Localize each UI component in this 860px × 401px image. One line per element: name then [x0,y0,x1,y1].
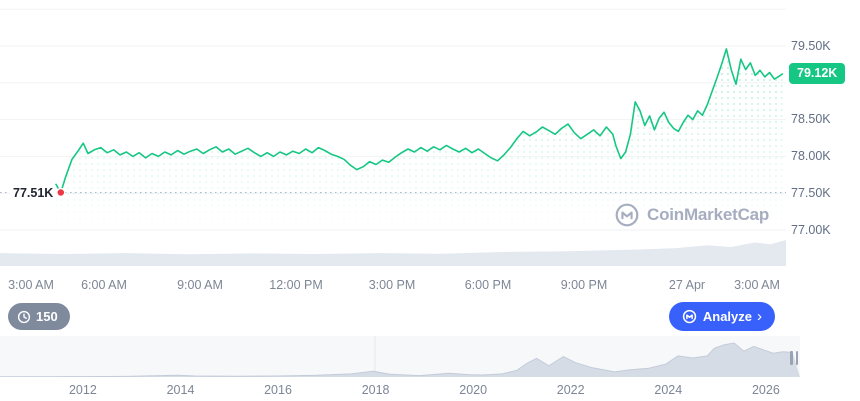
navigator-resize-handle[interactable] [788,349,800,367]
x-axis-label: 27 Apr [668,278,706,292]
y-axis-label: 78.50K [791,112,831,127]
open-price-dot [56,187,66,198]
open-price-label: 77.51K [10,186,57,201]
history-interval-button[interactable]: 150 [8,303,70,330]
coinmarketcap-logo-icon [615,203,639,227]
chevron-right-icon: › [757,308,762,325]
analyze-button[interactable]: Analyze › [668,302,775,331]
year-label: 2012 [68,383,97,397]
clock-icon [17,310,31,323]
x-axis-label: 6:00 AM [81,278,127,292]
year-label: 2022 [556,383,585,397]
x-axis-label: 9:00 PM [560,278,608,292]
analyze-label: Analyze [702,309,752,324]
year-label: 2014 [166,383,195,397]
x-axis-label: 3:00 AM [734,278,780,292]
navigator-area-edge [0,342,793,377]
x-axis-label: 12:00 PM [269,278,323,292]
coinmarketcap-watermark: CoinMarketCap [614,202,769,228]
current-price-badge: 79.12K [789,63,846,84]
x-axis-label: 3:00 PM [368,278,416,292]
volume-area [0,240,786,266]
year-label: 2016 [264,383,292,397]
year-label: 2024 [654,383,683,397]
y-axis-label: 77.50K [791,185,831,200]
y-axis-label: 78.00K [791,148,831,163]
year-label: 2020 [459,383,488,397]
year-label: 2018 [361,383,390,397]
y-axis-label: 77.00K [791,222,831,237]
price-chart-canvas[interactable] [0,0,860,270]
watermark-text: CoinMarketCap [647,205,770,224]
history-count: 150 [36,309,58,324]
x-axis-label: 3:00 AM [8,278,54,292]
x-axis-label: 6:00 PM [464,278,512,292]
x-axis-label: 9:00 AM [177,278,223,292]
y-axis-label: 79.50K [791,38,831,53]
timeline-navigator[interactable] [0,336,800,377]
coinmarketcap-logo-icon [682,309,697,324]
price-line [55,48,784,194]
year-label: 2026 [751,383,780,397]
